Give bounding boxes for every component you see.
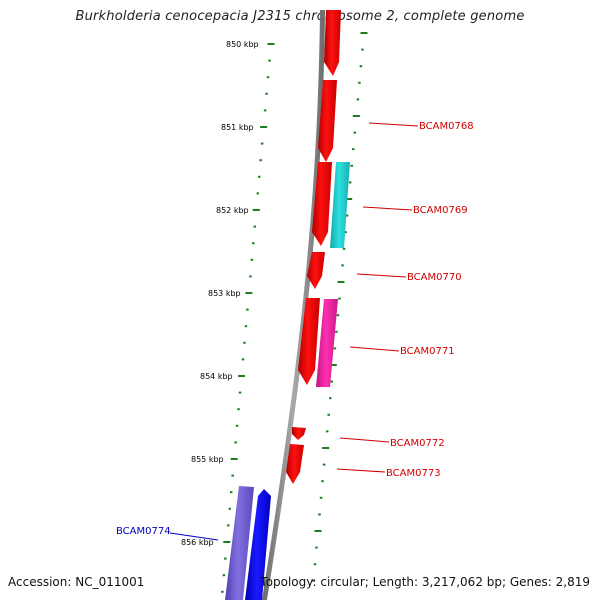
- gene-features: [225, 10, 350, 600]
- gene-label-bcam0769[interactable]: BCAM0769: [413, 205, 468, 216]
- gene-label-bcam0771[interactable]: BCAM0771: [400, 346, 455, 357]
- ruler-label-853: 853 kbp: [208, 289, 241, 298]
- leader-bcam0768: [368, 122, 419, 127]
- leader-bcam0769: [362, 206, 413, 211]
- leader-bcam0774: [169, 532, 219, 541]
- leader-bcam0770: [356, 273, 407, 278]
- gene-bcam0769-teal[interactable]: [330, 162, 350, 248]
- ruler-label-850: 850 kbp: [226, 40, 259, 49]
- gene-bcam0774-purple[interactable]: [225, 486, 254, 600]
- accession-text: Accession: NC_011001: [8, 575, 145, 589]
- gene-bcam0773[interactable]: [286, 444, 304, 484]
- ruler-label-851: 851 kbp: [221, 123, 254, 132]
- ruler-label-852: 852 kbp: [216, 206, 249, 215]
- gene-label-bcam0774[interactable]: BCAM0774: [116, 526, 171, 537]
- leader-bcam0771: [349, 346, 400, 352]
- leader-bcam0772: [339, 437, 390, 443]
- ruler-left: [221, 43, 275, 593]
- ruler-label-855: 855 kbp: [191, 455, 224, 464]
- gene-label-bcam0773[interactable]: BCAM0773: [386, 468, 441, 479]
- ruler-label-854: 854 kbp: [200, 372, 233, 381]
- gene-label-bcam0770[interactable]: BCAM0770: [407, 272, 462, 283]
- gene-bcam0774-blue[interactable]: [245, 489, 271, 600]
- gene-bcam0771-pink[interactable]: [316, 299, 338, 387]
- ruler-right: [312, 32, 368, 582]
- leader-bcam0773: [336, 468, 386, 473]
- gene-label-leaders: [169, 122, 419, 541]
- gene-bcam0771-red[interactable]: [298, 298, 320, 385]
- gene-label-bcam0772[interactable]: BCAM0772: [390, 438, 445, 449]
- gene-bcam0768[interactable]: [318, 80, 337, 162]
- gene-bcam0772[interactable]: [292, 427, 306, 440]
- gene-labels: BCAM0768 BCAM0769 BCAM0770 BCAM0771 BCAM…: [116, 121, 474, 537]
- gene-bcam0767[interactable]: [324, 10, 341, 76]
- ruler-label-856: 856 kbp: [181, 538, 214, 547]
- gene-bcam0770[interactable]: [307, 252, 325, 289]
- ruler-labels: 850 kbp 851 kbp 852 kbp 853 kbp 854 kbp …: [181, 40, 259, 547]
- gene-bcam0769-red[interactable]: [312, 162, 332, 246]
- gene-label-bcam0768[interactable]: BCAM0768: [419, 121, 474, 132]
- map-title: Burkholderia cenocepacia J2315 chromosom…: [75, 9, 525, 24]
- topology-text: Topology: circular; Length: 3,217,062 bp…: [260, 575, 590, 589]
